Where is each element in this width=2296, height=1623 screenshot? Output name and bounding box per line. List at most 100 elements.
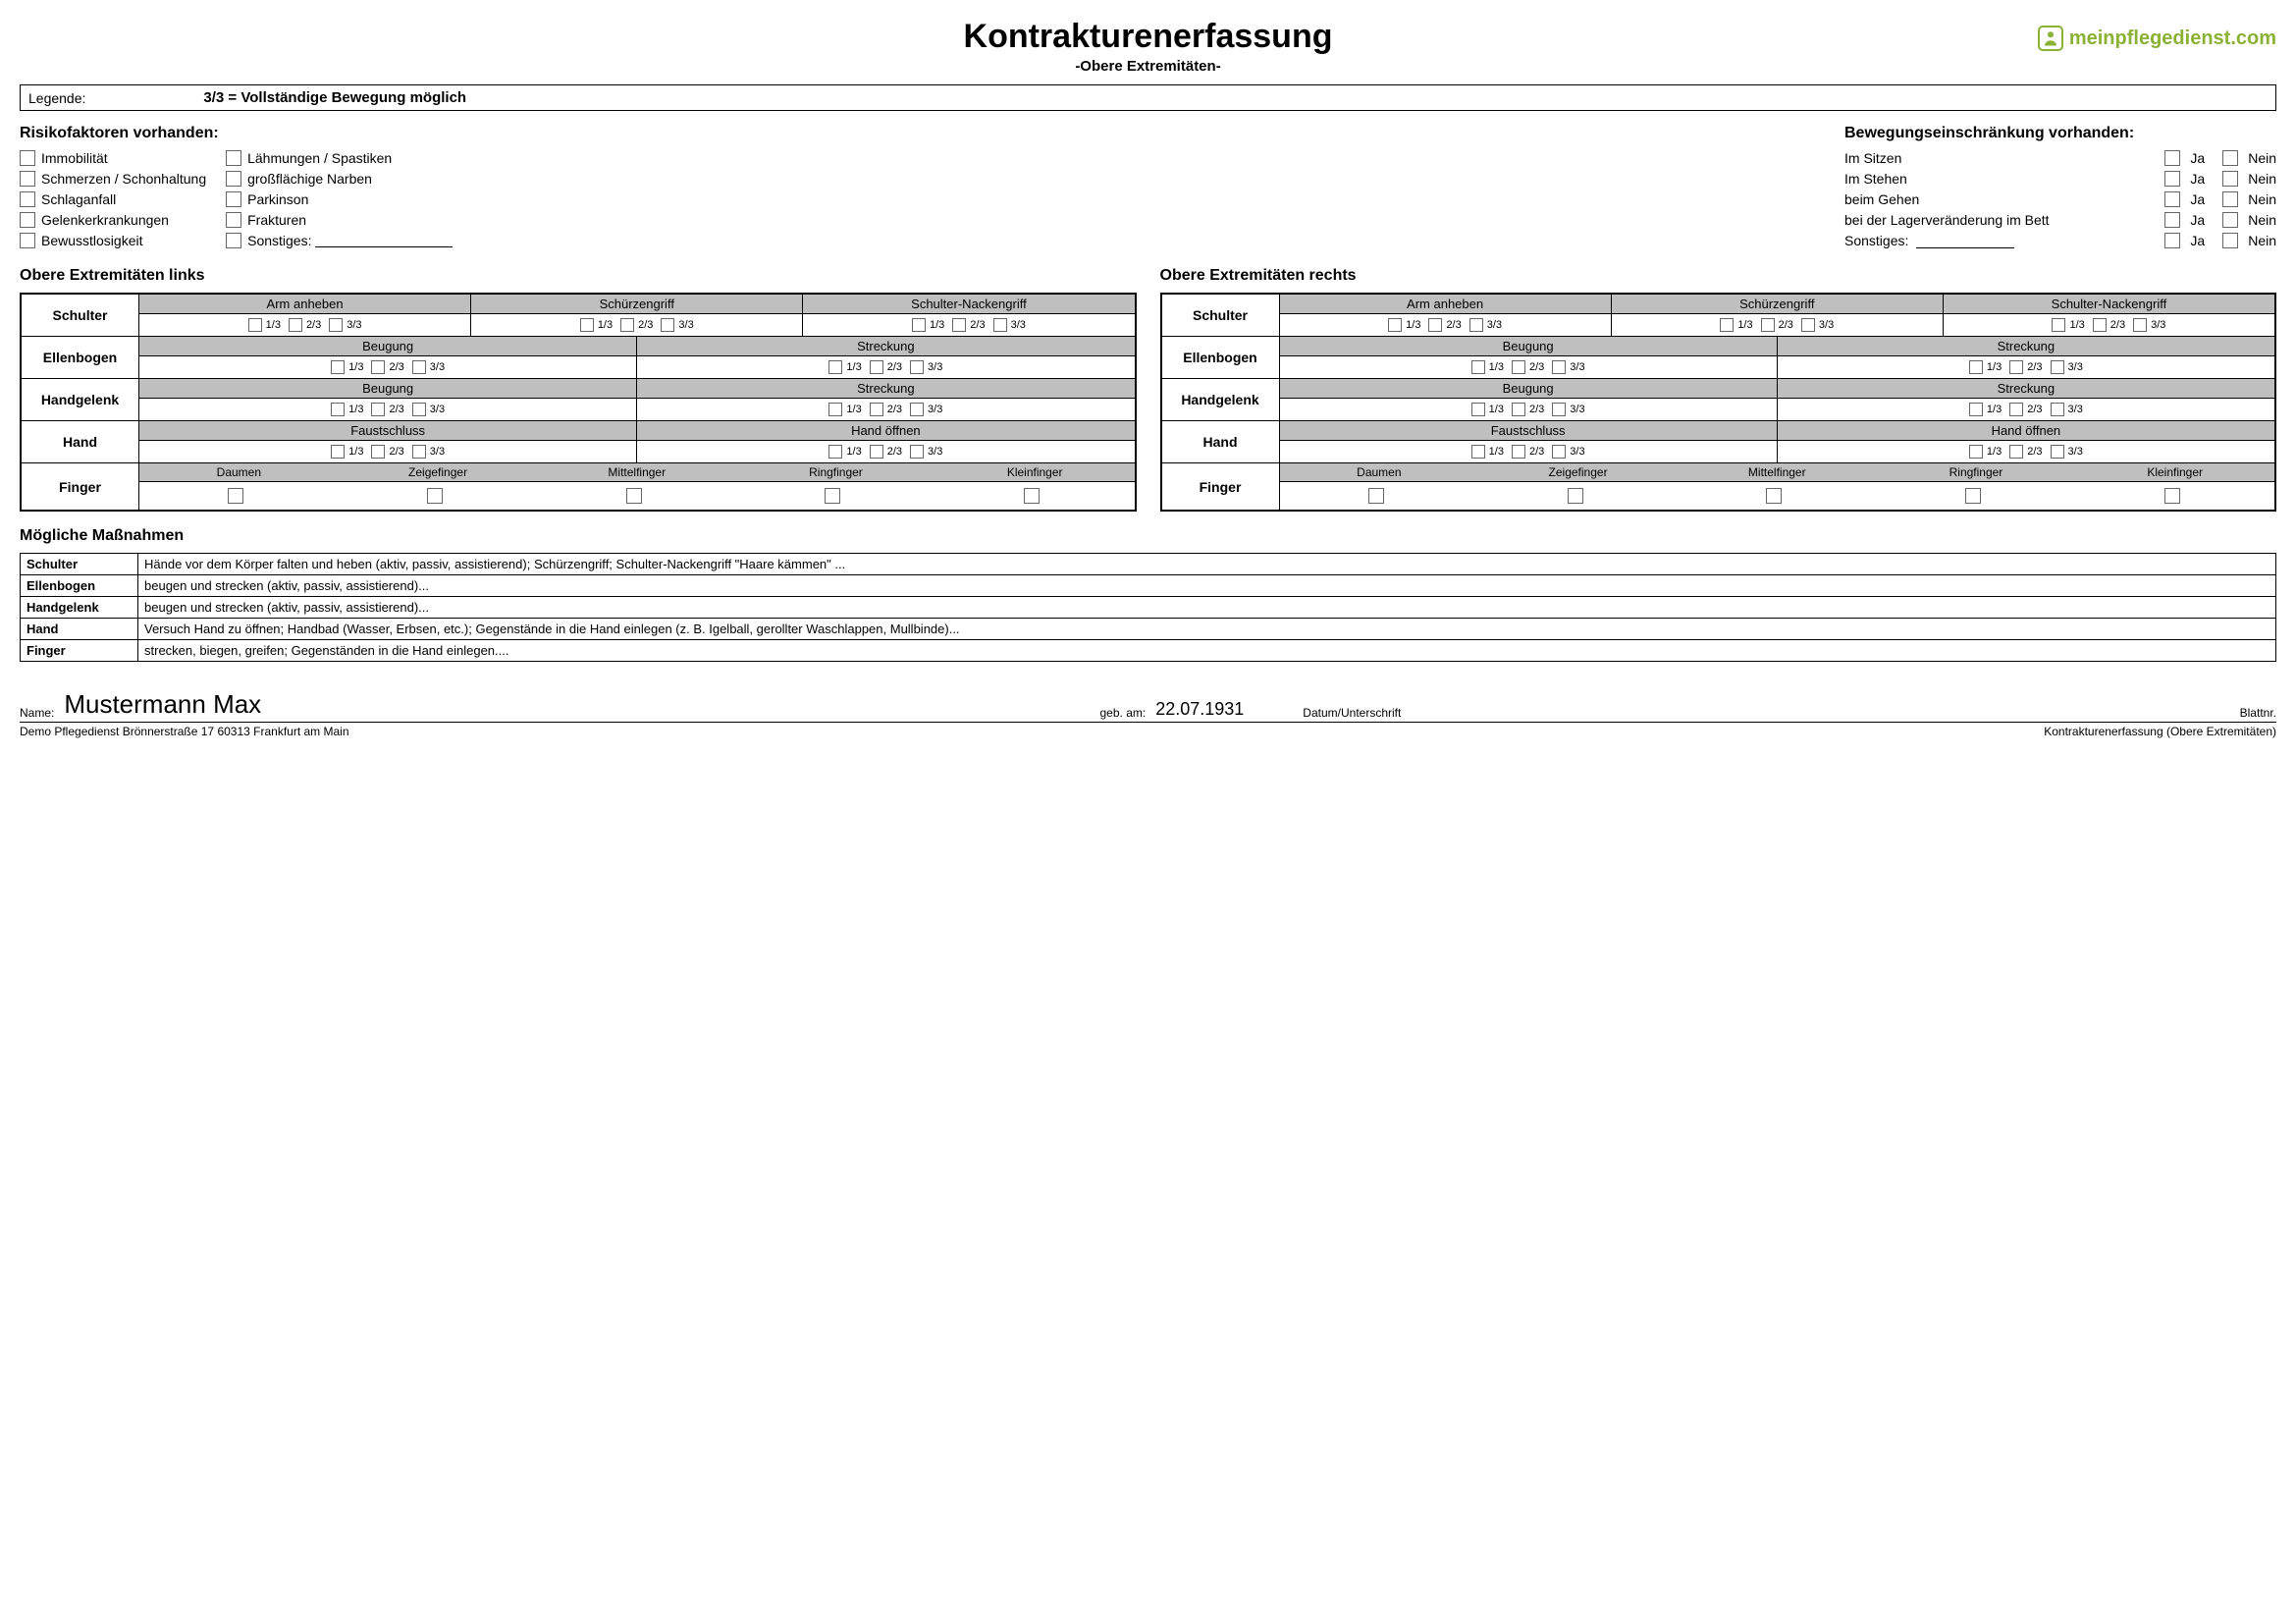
checkbox-ratio[interactable] — [1512, 360, 1525, 374]
checkbox[interactable] — [226, 150, 241, 166]
checkbox-ratio[interactable] — [1469, 318, 1483, 332]
checkbox-ratio[interactable] — [289, 318, 302, 332]
checkbox[interactable] — [20, 171, 35, 187]
checkbox-ratio[interactable] — [870, 403, 883, 416]
checkbox-ja[interactable] — [2164, 233, 2180, 248]
move-head: Schulter-Nackengriff — [803, 295, 1134, 314]
checkbox-ratio[interactable] — [2009, 360, 2023, 374]
checkbox-ratio[interactable] — [910, 445, 924, 459]
checkbox-finger[interactable] — [626, 488, 642, 504]
checkbox-ratio[interactable] — [331, 445, 345, 459]
checkbox-finger[interactable] — [825, 488, 840, 504]
checkbox-ratio[interactable] — [952, 318, 966, 332]
checkbox-ja[interactable] — [2164, 150, 2180, 166]
checkbox-ratio[interactable] — [331, 403, 345, 416]
checkbox-ratio[interactable] — [1471, 403, 1485, 416]
move-item: Schulter-Nackengriff1/32/33/3 — [1944, 295, 2274, 336]
checkbox[interactable] — [20, 150, 35, 166]
checkbox-finger[interactable] — [1024, 488, 1040, 504]
checkbox-ja[interactable] — [2164, 212, 2180, 228]
checkbox-ratio[interactable] — [620, 318, 634, 332]
checkbox-ratio[interactable] — [661, 318, 674, 332]
sonstiges-input[interactable] — [315, 234, 453, 247]
restrict-row: bei der Lagerveränderung im BettJaNein — [1844, 212, 2276, 228]
checkbox-finger[interactable] — [1965, 488, 1981, 504]
ratio-group: 1/32/33/3 — [1969, 403, 2083, 416]
ext-right-heading: Obere Extremitäten rechts — [1160, 267, 2277, 285]
checkbox-ratio[interactable] — [828, 445, 842, 459]
checkbox-nein[interactable] — [2222, 150, 2238, 166]
checkbox-ratio[interactable] — [828, 403, 842, 416]
checkbox-nein[interactable] — [2222, 171, 2238, 187]
checkbox-finger[interactable] — [2164, 488, 2180, 504]
checkbox-ratio[interactable] — [248, 318, 262, 332]
checkbox-ratio[interactable] — [2093, 318, 2107, 332]
checkbox-ratio[interactable] — [2009, 403, 2023, 416]
checkbox[interactable] — [226, 212, 241, 228]
checkbox-ratio[interactable] — [1552, 445, 1566, 459]
checkbox-ratio[interactable] — [1969, 360, 1983, 374]
checkbox-ratio[interactable] — [1552, 360, 1566, 374]
checkbox-finger[interactable] — [228, 488, 243, 504]
checkbox-ja[interactable] — [2164, 191, 2180, 207]
checkbox-ratio[interactable] — [412, 360, 426, 374]
checkbox-ratio[interactable] — [2051, 445, 2064, 459]
measures-table: SchulterHände vor dem Körper falten und … — [20, 553, 2276, 662]
ratio-group: 1/32/33/3 — [580, 318, 694, 332]
checkbox-ratio[interactable] — [870, 360, 883, 374]
checkbox-ratio[interactable] — [1969, 445, 1983, 459]
move-head: Streckung — [1778, 379, 2274, 399]
checkbox-ratio[interactable] — [1512, 403, 1525, 416]
checkbox-finger[interactable] — [427, 488, 443, 504]
checkbox-ratio[interactable] — [2052, 318, 2065, 332]
checkbox-ratio[interactable] — [371, 445, 385, 459]
ratio-group: 1/32/33/3 — [1388, 318, 1502, 332]
checkbox-ratio[interactable] — [993, 318, 1007, 332]
checkbox-ratio[interactable] — [1428, 318, 1442, 332]
checkbox-ratio[interactable] — [870, 445, 883, 459]
checkbox-ratio[interactable] — [331, 360, 345, 374]
checkbox-finger[interactable] — [1368, 488, 1384, 504]
checkbox[interactable] — [226, 191, 241, 207]
checkbox-finger[interactable] — [1568, 488, 1583, 504]
sonstiges-input[interactable] — [1916, 235, 2014, 248]
checkbox-ratio[interactable] — [1801, 318, 1815, 332]
checkbox[interactable] — [226, 233, 241, 248]
joint-label: Hand — [22, 421, 139, 462]
checkbox-ratio[interactable] — [329, 318, 343, 332]
checkbox-ja[interactable] — [2164, 171, 2180, 187]
checkbox-ratio[interactable] — [912, 318, 926, 332]
checkbox-nein[interactable] — [2222, 191, 2238, 207]
risk-item-sonstiges: Sonstiges: — [226, 233, 453, 248]
checkbox-ratio[interactable] — [412, 445, 426, 459]
ext-row-finger: FingerDaumenZeigefingerMittelfingerRingf… — [22, 462, 1135, 510]
checkbox-ratio[interactable] — [2051, 360, 2064, 374]
checkbox[interactable] — [20, 212, 35, 228]
checkbox[interactable] — [20, 191, 35, 207]
checkbox-ratio[interactable] — [371, 403, 385, 416]
checkbox[interactable] — [20, 233, 35, 248]
checkbox-ratio[interactable] — [1552, 403, 1566, 416]
checkbox-ratio[interactable] — [2051, 403, 2064, 416]
checkbox-ratio[interactable] — [1969, 403, 1983, 416]
checkbox-ratio[interactable] — [1512, 445, 1525, 459]
checkbox-ratio[interactable] — [910, 403, 924, 416]
checkbox-ratio[interactable] — [1471, 360, 1485, 374]
checkbox-ratio[interactable] — [1761, 318, 1775, 332]
checkbox-ratio[interactable] — [412, 403, 426, 416]
checkbox-ratio[interactable] — [910, 360, 924, 374]
checkbox-ratio[interactable] — [371, 360, 385, 374]
checkbox-nein[interactable] — [2222, 212, 2238, 228]
checkbox[interactable] — [226, 171, 241, 187]
checkbox-finger[interactable] — [1766, 488, 1782, 504]
checkbox-ratio[interactable] — [1471, 445, 1485, 459]
checkbox-ratio[interactable] — [1388, 318, 1402, 332]
restrict-row: beim GehenJaNein — [1844, 191, 2276, 207]
checkbox-nein[interactable] — [2222, 233, 2238, 248]
checkbox-ratio[interactable] — [2133, 318, 2147, 332]
checkbox-ratio[interactable] — [1720, 318, 1734, 332]
checkbox-ratio[interactable] — [828, 360, 842, 374]
joint-label: Ellenbogen — [22, 337, 139, 378]
checkbox-ratio[interactable] — [580, 318, 594, 332]
checkbox-ratio[interactable] — [2009, 445, 2023, 459]
